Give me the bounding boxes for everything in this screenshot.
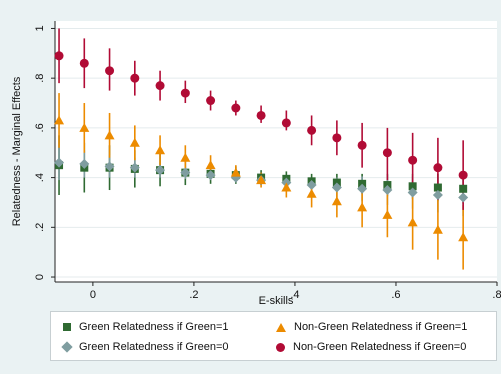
- data-point: [130, 73, 140, 83]
- legend: Green Relatedness if Green=1 Non-Green R…: [50, 311, 497, 361]
- data-point: [79, 122, 90, 132]
- y-tick-label: 1: [34, 25, 46, 31]
- x-tick-label: .4: [290, 289, 299, 301]
- data-point: [382, 209, 393, 219]
- data-point: [458, 192, 469, 203]
- axes: 0 .2 .4 .6 .8 1 0 .2 .4 .6 .8: [34, 21, 501, 301]
- data-point: [54, 157, 65, 168]
- y-tick-label: .4: [34, 173, 46, 182]
- x-tick-label: .8: [492, 289, 501, 301]
- data-point: [129, 137, 140, 147]
- data-point: [155, 165, 166, 176]
- data-point: [307, 125, 317, 135]
- circle-marker-icon: [276, 342, 285, 352]
- x-tick-label: .6: [391, 289, 400, 301]
- data-point: [433, 183, 442, 192]
- data-point: [408, 155, 418, 165]
- square-marker-icon: [63, 323, 71, 331]
- data-point: [332, 133, 342, 143]
- data-point: [230, 167, 241, 177]
- legend-label: Green Relatedness if Green=0: [79, 341, 229, 353]
- triangle-marker-icon: [276, 322, 286, 332]
- data-point: [331, 196, 342, 206]
- data-point: [256, 175, 267, 185]
- x-tick-label: .2: [189, 289, 198, 301]
- data-point: [407, 187, 418, 198]
- diamond-marker-icon: [61, 341, 73, 353]
- data-point: [432, 190, 443, 200]
- legend-item-nongreen-g1: Non-Green Relatedness if Green=1: [276, 321, 467, 333]
- data-point: [79, 158, 90, 169]
- data-point: [180, 88, 190, 98]
- data-point: [180, 152, 191, 162]
- data-point: [408, 182, 417, 191]
- data-point: [432, 224, 443, 234]
- data-point: [357, 202, 368, 212]
- data-point: [281, 118, 291, 128]
- data-point: [459, 184, 468, 193]
- grid-lines: [55, 27, 497, 278]
- y-tick-label: 0: [34, 274, 46, 280]
- data-point: [104, 161, 115, 172]
- data-point: [458, 232, 469, 242]
- data-point: [306, 180, 317, 191]
- data-point: [407, 217, 418, 227]
- data-points: [54, 51, 469, 242]
- data-point: [357, 140, 367, 150]
- data-point: [256, 110, 266, 120]
- data-point: [382, 148, 392, 158]
- x-axis-label: E-skills: [259, 295, 294, 307]
- legend-label: Green Relatedness if Green=1: [79, 321, 229, 333]
- data-point: [206, 96, 216, 106]
- y-tick-label: .2: [34, 223, 46, 232]
- data-point: [79, 58, 89, 68]
- y-tick-label: .8: [34, 74, 46, 83]
- legend-label: Non-Green Relatedness if Green=0: [293, 341, 467, 353]
- data-point: [54, 115, 65, 125]
- data-point: [458, 170, 468, 180]
- y-tick-label: .6: [34, 123, 46, 132]
- data-point: [104, 130, 115, 140]
- y-axis-label: Relatedness - Marginal Effects: [11, 76, 23, 226]
- plot-background: [55, 21, 497, 282]
- legend-label: Non-Green Relatedness if Green=1: [294, 321, 468, 333]
- data-point: [382, 185, 393, 196]
- data-point: [357, 183, 368, 194]
- x-tick-label: 0: [90, 289, 96, 301]
- data-point: [105, 66, 115, 76]
- legend-item-nongreen-g0: Non-Green Relatedness if Green=0: [276, 341, 466, 353]
- legend-item-green-g1: Green Relatedness if Green=1: [61, 321, 229, 333]
- data-point: [306, 188, 317, 198]
- data-point: [155, 81, 165, 91]
- data-point: [205, 160, 216, 170]
- legend-item-green-g0: Green Relatedness if Green=0: [61, 341, 229, 353]
- data-point: [180, 167, 191, 178]
- data-point: [433, 163, 443, 173]
- data-point: [231, 103, 241, 113]
- data-point: [205, 170, 216, 181]
- data-point: [155, 145, 166, 155]
- data-point: [331, 182, 342, 193]
- data-point: [129, 162, 140, 173]
- data-point: [54, 51, 64, 61]
- data-point: [281, 182, 292, 192]
